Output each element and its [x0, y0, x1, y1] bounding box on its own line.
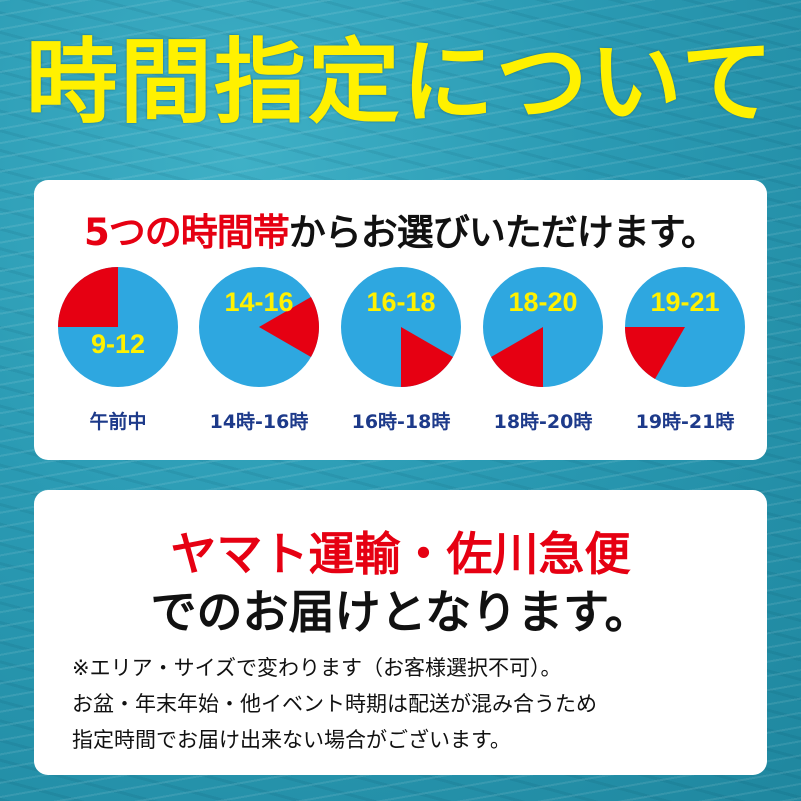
slot-label: 午前中: [89, 411, 147, 433]
notes: ※エリア・サイズで変わります（お客様選択不可）。 お盆・年末年始・他イベント時期…: [72, 650, 597, 758]
slot-label: 16時-18時: [351, 411, 451, 433]
clock-icon: 18-20: [483, 267, 603, 387]
clock-icon: 9-12: [58, 267, 178, 387]
clock-slot: 9-12 午前中: [56, 265, 180, 434]
note-line: ※エリア・サイズで変わります（お客様選択不可）。: [72, 656, 562, 680]
time-wedge: [491, 327, 543, 387]
carriers-text: ヤマト運輸・佐川急便: [170, 527, 631, 581]
note-line: お盆・年末年始・他イベント時期は配送が混み合うため: [72, 692, 597, 716]
clock-icon: 14-16: [199, 267, 319, 387]
clock-slot: 14-16 14時-16時: [197, 265, 321, 434]
clock-icon: 19-21: [625, 267, 745, 387]
clock-range-text: 9-12: [91, 329, 145, 359]
time-wedge: [58, 267, 118, 327]
clock-icon: 16-18: [341, 267, 461, 387]
carrier-card: ヤマト運輸・佐川急便 でのお届けとなります。 ※エリア・サイズで変わります（お客…: [34, 490, 767, 775]
clock-slot: 16-18 16時-18時: [339, 265, 463, 434]
clock-range-text: 14-16: [224, 287, 293, 317]
time-wedge: [625, 327, 685, 379]
subtitle-rest: からお選びいただけます。: [288, 211, 718, 254]
clock-range-text: 18-20: [508, 287, 577, 317]
subtitle-highlight: 5つの時間帯: [83, 211, 290, 254]
note-line: 指定時間でお届け出来ない場合がございます。: [72, 728, 511, 752]
slot-label: 19時-21時: [635, 411, 735, 433]
time-slots-subtitle: 5つの時間帯からお選びいただけます。: [34, 202, 767, 256]
clock-range-text: 16-18: [366, 287, 435, 317]
time-wedge: [259, 297, 319, 357]
slot-label: 18時-20時: [493, 411, 593, 433]
clock-range-text: 19-21: [650, 287, 719, 317]
slot-label: 14時-16時: [209, 411, 309, 433]
page-title: 時間指定について: [25, 29, 776, 136]
time-wedge: [401, 327, 453, 387]
delivery-text: でのお届けとなります。: [150, 585, 651, 639]
clock-slot: 19-21 19時-21時: [623, 265, 747, 434]
clock-slot: 18-20 18時-20時: [481, 265, 605, 434]
time-slots-card: 5つの時間帯からお選びいただけます。 9-12 午前中 14-16 14時-16時 16…: [34, 180, 767, 460]
